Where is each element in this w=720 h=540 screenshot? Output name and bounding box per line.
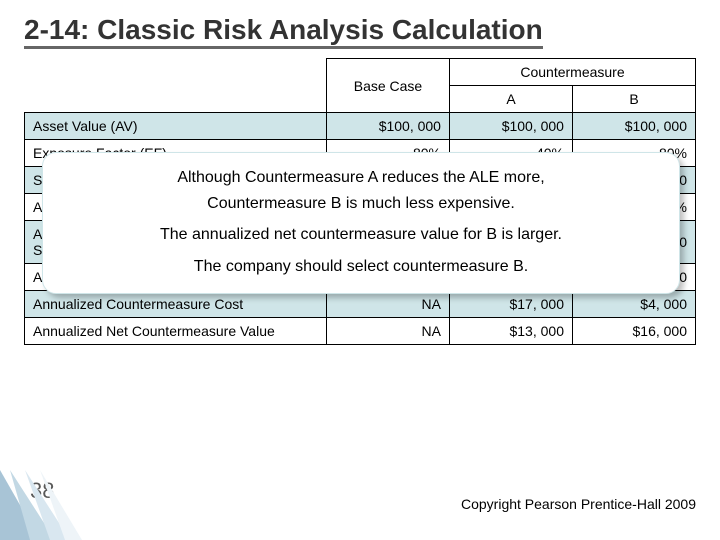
col-countermeasure: Countermeasure: [449, 59, 695, 86]
risk-table-head: Base Case Countermeasure A B: [25, 59, 696, 113]
col-b: B: [572, 86, 695, 113]
cell-a: $17, 000: [449, 291, 572, 318]
callout-line: Countermeasure B is much less expensive.: [65, 193, 657, 215]
callout-line: Although Countermeasure A reduces the AL…: [65, 167, 657, 189]
slide-title: 2-14: Classic Risk Analysis Calculation: [24, 14, 696, 46]
table-row: Annualized Countermeasure Cost NA $17, 0…: [25, 291, 696, 318]
slide-title-text: 2-14: Classic Risk Analysis Calculation: [24, 14, 543, 49]
row-label: Annualized Countermeasure Cost: [25, 291, 327, 318]
cell-b: $100, 000: [572, 113, 695, 140]
callout-line: The company should select countermeasure…: [65, 256, 657, 278]
row-label: Asset Value (AV): [25, 113, 327, 140]
table-row: Asset Value (AV) $100, 000 $100, 000 $10…: [25, 113, 696, 140]
corner-stripes-icon: [0, 470, 180, 540]
col-a: A: [449, 86, 572, 113]
col-base-case: Base Case: [326, 59, 449, 113]
table-row: Annualized Net Countermeasure Value NA $…: [25, 318, 696, 345]
cell-base: NA: [326, 291, 449, 318]
cell-base: NA: [326, 318, 449, 345]
cell-a: $100, 000: [449, 113, 572, 140]
callout-line: The annualized net countermeasure value …: [65, 224, 657, 246]
page-number: 38: [30, 478, 54, 504]
analysis-callout: Although Countermeasure A reduces the AL…: [42, 152, 680, 294]
cell-b: $16, 000: [572, 318, 695, 345]
slide-root: 2-14: Classic Risk Analysis Calculation …: [0, 0, 720, 540]
copyright-text: Copyright Pearson Prentice-Hall 2009: [461, 496, 696, 512]
cell-base: $100, 000: [326, 113, 449, 140]
cell-a: $13, 000: [449, 318, 572, 345]
row-label: Annualized Net Countermeasure Value: [25, 318, 327, 345]
cell-b: $4, 000: [572, 291, 695, 318]
